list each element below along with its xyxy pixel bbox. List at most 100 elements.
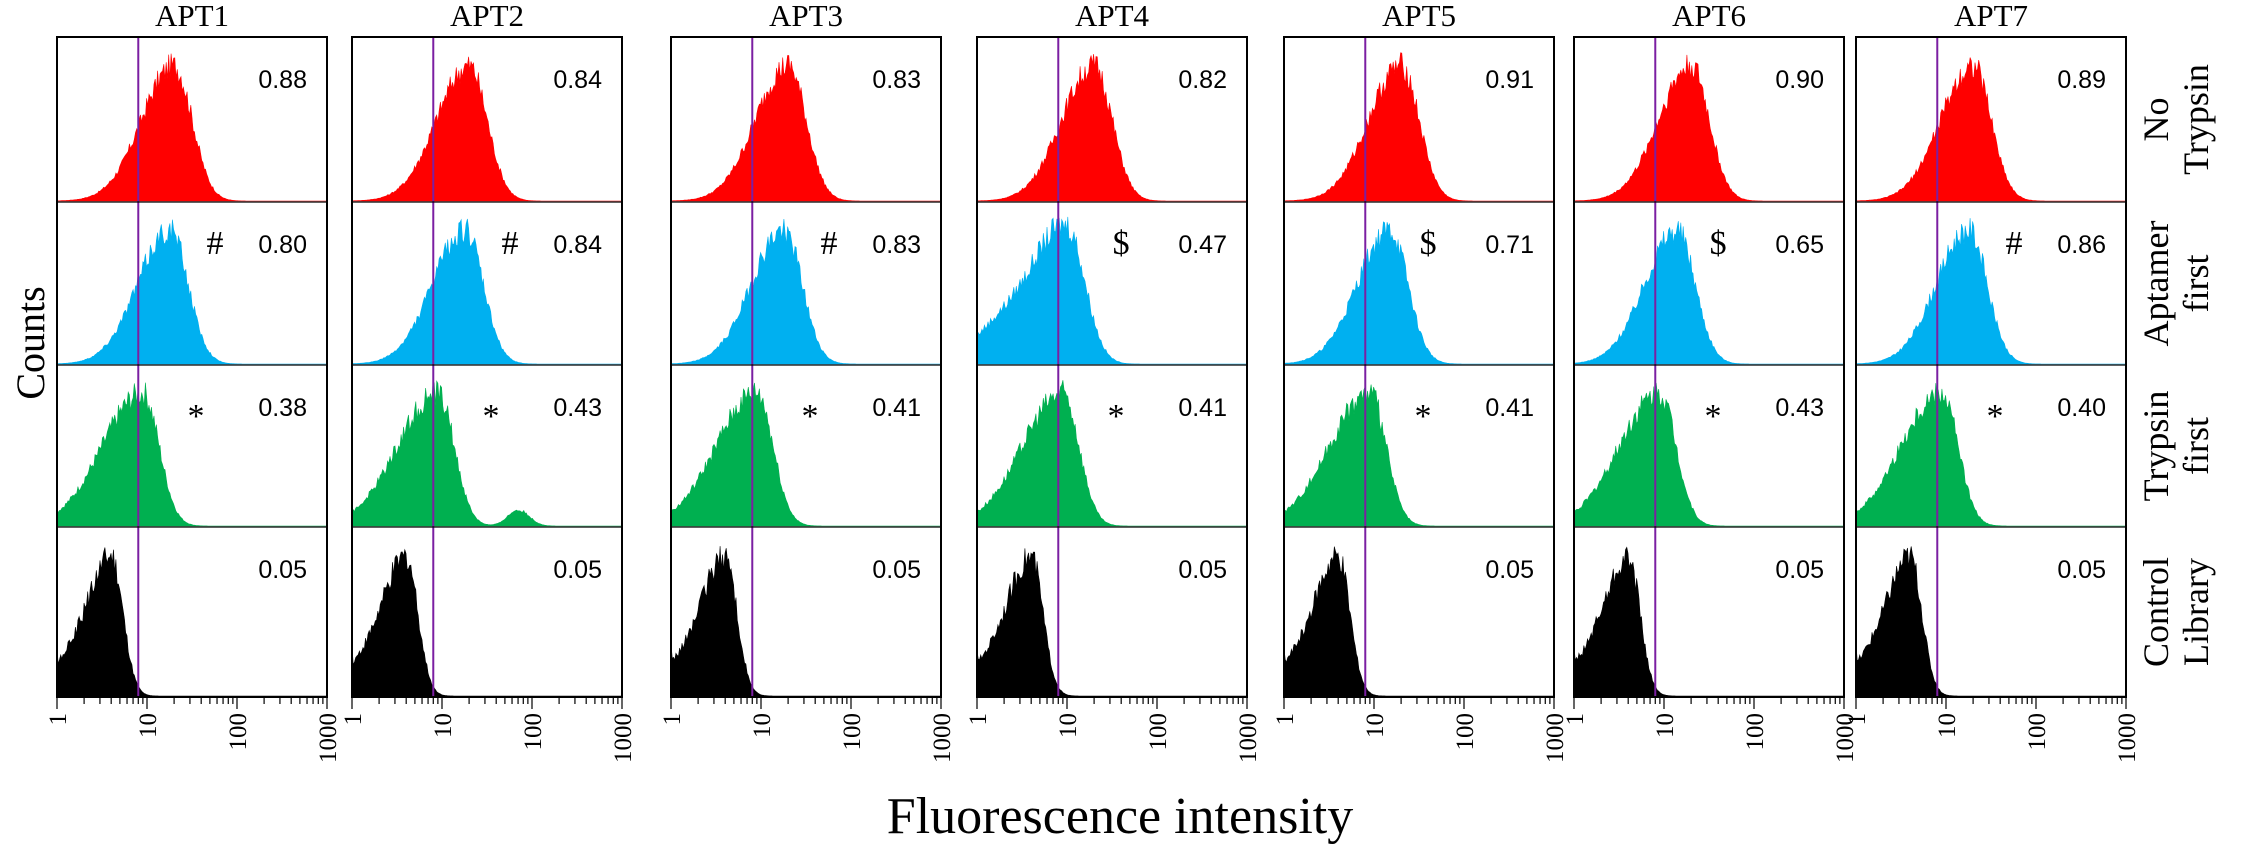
x-tick-label: 1000 [2114, 713, 2141, 763]
value-label: 0.05 [553, 556, 602, 584]
x-tick-label: 100 [2024, 713, 2051, 751]
panel-apt7-aptamer_first: 0.86 # [1855, 218, 2126, 365]
panel-apt7-no_trypsin: 0.89 [1855, 57, 2126, 202]
significance-symbol: * [1704, 398, 1721, 435]
panel-apt6-control_library: 0.05 [1573, 546, 1844, 697]
value-label: 0.84 [553, 66, 602, 94]
row-label-trypsin_first: Trypsin first [2136, 391, 2216, 502]
value-label: 0.84 [553, 231, 602, 259]
histogram-no_trypsin [1855, 57, 2126, 202]
histogram-panels: 0.88 0.80 #0.38 * 0.05 0.84 0.84 #0.43 * 0.05 0.83… [56, 36, 2127, 709]
x-tick-label: 1 [1562, 713, 1589, 726]
histogram-aptamer_first [1283, 221, 1554, 365]
histogram-trypsin_first [1283, 384, 1554, 527]
row-label-line: Aptamer [2136, 221, 2176, 347]
significance-symbol: # [502, 225, 519, 262]
significance-symbol: * [1414, 398, 1431, 435]
panel-apt3-control_library: 0.05 [670, 546, 941, 697]
panel-apt7-control_library: 0.05 [1855, 546, 2126, 697]
histogram-no_trypsin [1573, 54, 1844, 202]
significance-symbol: * [1986, 398, 2003, 435]
value-label: 0.83 [872, 66, 921, 94]
row-label-aptamer_first: Aptamer first [2136, 221, 2216, 347]
x-tick-label: 10 [1934, 713, 1961, 738]
x-tick-label: 100 [839, 713, 866, 751]
value-label: 0.41 [1485, 394, 1534, 422]
column-title-apt5: APT5 [1382, 0, 1456, 33]
value-label: 0.05 [1485, 556, 1534, 584]
column-title-apt3: APT3 [769, 0, 843, 33]
x-tick-label: 100 [1452, 713, 1479, 751]
x-tick-label: 1000 [1235, 713, 1262, 763]
row-label-line: No [2136, 98, 2176, 142]
value-label: 0.71 [1485, 231, 1534, 259]
value-label: 0.05 [258, 556, 307, 584]
value-label: 0.83 [872, 231, 921, 259]
significance-symbol: * [801, 398, 818, 435]
panel-frame [351, 36, 623, 698]
value-label: 0.05 [872, 556, 921, 584]
x-tick-label: 1 [1844, 713, 1871, 726]
x-tick-label: 10 [749, 713, 776, 738]
value-label: 0.80 [258, 231, 307, 259]
panel-apt1-aptamer_first: 0.80 # [56, 219, 327, 365]
panel-apt5-trypsin_first: 0.41 * [1283, 384, 1554, 527]
x-tick-label: 1 [1272, 713, 1299, 726]
histogram-aptamer_first [1573, 221, 1844, 365]
panel-apt5-control_library: 0.05 [1283, 546, 1554, 697]
panel-apt6-no_trypsin: 0.90 [1573, 54, 1844, 202]
value-label: 0.05 [2057, 556, 2106, 584]
histogram-aptamer_first [1855, 218, 2126, 365]
row-label-no_trypsin: No Trypsin [2136, 64, 2216, 175]
value-label: 0.41 [872, 394, 921, 422]
value-label: 0.40 [2057, 394, 2106, 422]
panel-apt7-trypsin_first: 0.40 * [1855, 383, 2126, 527]
histogram-aptamer_first [976, 216, 1247, 365]
value-label: 0.91 [1485, 66, 1534, 94]
column-title-apt6: APT6 [1672, 0, 1746, 33]
x-tick-label: 1000 [1542, 713, 1569, 763]
value-label: 0.82 [1178, 66, 1227, 94]
column-title-apt2: APT2 [450, 0, 524, 33]
x-tick-label: 1 [659, 713, 686, 726]
panel-frame [1573, 36, 1845, 698]
histogram-trypsin_first [1855, 383, 2126, 527]
panel-apt2-aptamer_first: 0.84 # [351, 218, 622, 365]
panel-frame [56, 36, 328, 698]
x-tick-label: 1 [45, 713, 72, 726]
x-tick-label: 1000 [929, 713, 956, 763]
x-tick-label: 100 [225, 713, 252, 751]
x-tick-label: 10 [1055, 713, 1082, 738]
panel-apt5-aptamer_first: 0.71 $ [1283, 221, 1554, 365]
x-tick-label: 1000 [1832, 713, 1859, 763]
histogram-trypsin_first [1573, 382, 1844, 527]
panel-apt4-no_trypsin: 0.82 [976, 54, 1247, 202]
significance-symbol: * [1107, 398, 1124, 435]
value-label: 0.43 [1775, 394, 1824, 422]
value-label: 0.86 [2057, 231, 2106, 259]
significance-symbol: * [187, 398, 204, 435]
value-label: 0.89 [2057, 66, 2106, 94]
row-label-line: first [2176, 417, 2216, 475]
panel-apt4-trypsin_first: 0.41 * [976, 380, 1247, 527]
histogram-aptamer_first [56, 219, 327, 365]
histogram-trypsin_first [976, 380, 1247, 527]
histogram-no_trypsin [351, 56, 622, 202]
panel-apt2-no_trypsin: 0.84 [351, 56, 622, 202]
panel-apt2-control_library: 0.05 [351, 548, 622, 697]
significance-symbol: # [2006, 225, 2023, 262]
x-tick-label: 100 [1742, 713, 1769, 751]
value-label: 0.90 [1775, 66, 1824, 94]
value-label: 0.47 [1178, 231, 1227, 259]
panel-frame [670, 36, 942, 698]
column-title-apt4: APT4 [1075, 0, 1150, 33]
value-label: 0.65 [1775, 231, 1824, 259]
row-label-line: Library [2176, 558, 2216, 666]
row-label-control_library: Control Library [2136, 557, 2216, 667]
panel-apt3-no_trypsin: 0.83 [670, 55, 941, 202]
row-label-line: Trypsin [2176, 64, 2216, 175]
x-tick-label: 1 [965, 713, 992, 726]
